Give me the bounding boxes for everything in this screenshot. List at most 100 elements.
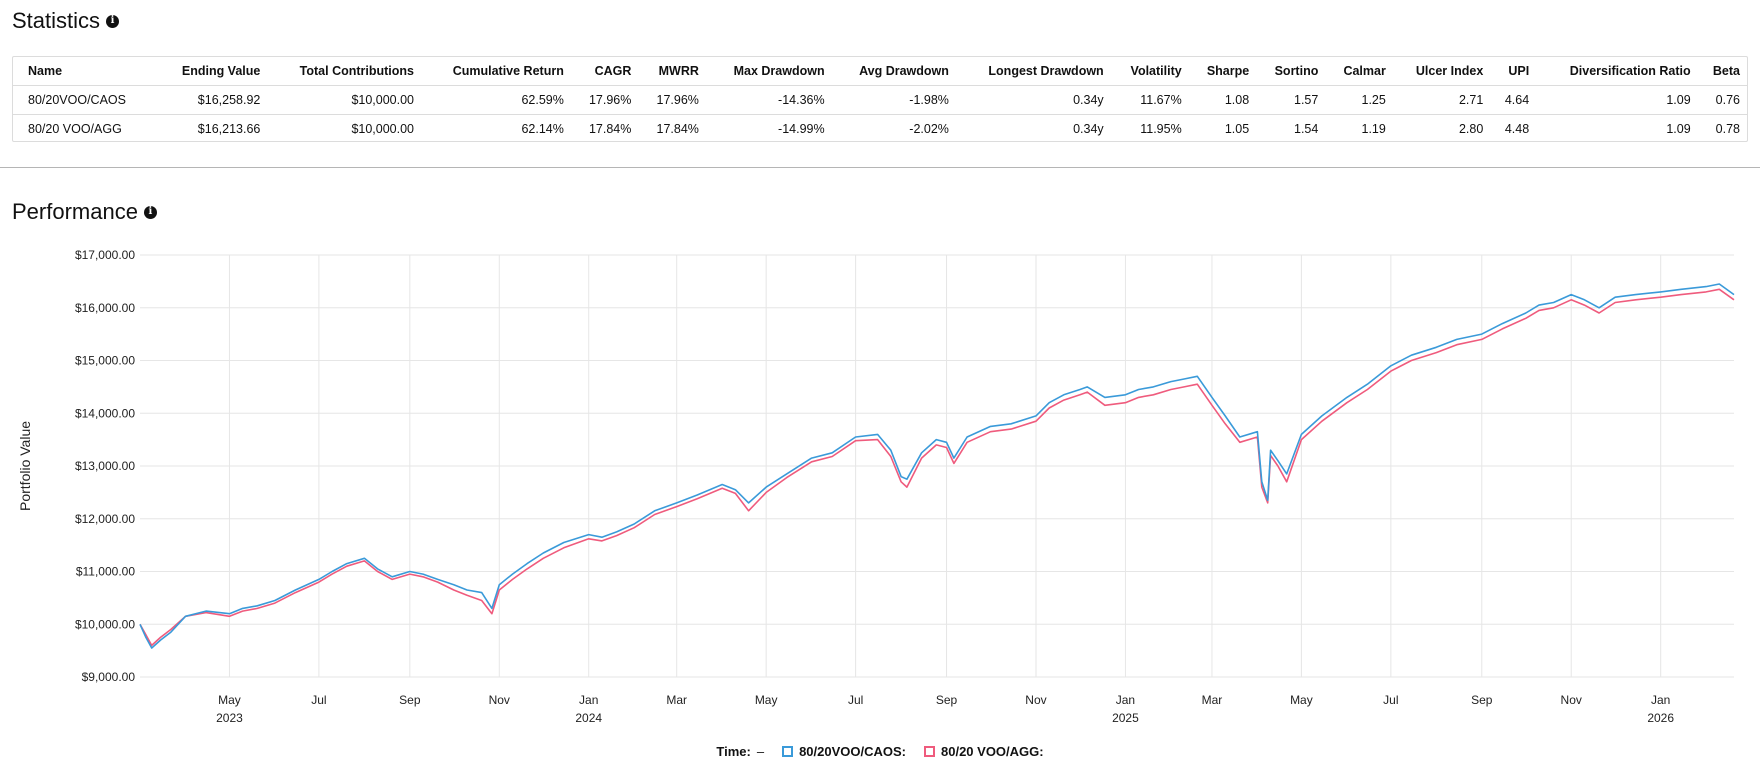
x-tick-label: May <box>1290 693 1313 707</box>
table-cell: 1.09 <box>1666 122 1691 136</box>
table-cell: 80/20 VOO/AGG <box>28 122 122 136</box>
legend-time: Time: – <box>716 744 765 759</box>
x-tick-label: Nov <box>1025 693 1046 707</box>
table-cell: 62.59% <box>421 85 571 115</box>
table-cell: 80/20VOO/CAOS <box>13 85 157 115</box>
x-tick-label: Sep <box>1471 693 1493 707</box>
statistics-table-container: Name Ending Value Total Contributions Cumul… <box>12 56 1748 142</box>
column-header[interactable]: Calmar <box>1325 57 1393 86</box>
table-cell: -14.99% <box>778 122 825 136</box>
column-header[interactable]: CAGR <box>570 57 639 86</box>
x-tick-label: Mar <box>1202 693 1223 707</box>
table-cell: 0.34y <box>955 85 1111 115</box>
x-tick-label: Jul <box>1383 693 1398 707</box>
table-cell: 1.57 <box>1256 85 1326 115</box>
table-cell: 62.14% <box>521 122 564 136</box>
table-cell: $16,213.66 <box>197 122 261 136</box>
table-cell: 17.96% <box>570 85 639 115</box>
x-tick-label: May <box>218 693 241 707</box>
column-header[interactable]: MWRR <box>638 57 706 86</box>
y-tick-label: $12,000.00 <box>75 512 135 526</box>
x-tick-label: Nov <box>489 693 510 707</box>
table-cell: $10,000.00 <box>267 85 422 115</box>
y-tick-label: $13,000.00 <box>75 459 135 473</box>
column-header[interactable]: UPI <box>1490 57 1537 86</box>
x-tick-year-label: 2024 <box>575 711 602 725</box>
x-tick-label: Mar <box>666 693 687 707</box>
column-header[interactable]: Diversification Ratio <box>1536 57 1698 86</box>
x-tick-year-label: 2026 <box>1647 711 1674 725</box>
column-header[interactable]: Name <box>13 57 157 86</box>
y-tick-label: $14,000.00 <box>75 406 135 420</box>
column-header[interactable]: Beta <box>1697 57 1747 86</box>
table-cell: 1.08 <box>1188 85 1257 115</box>
x-tick-label: Jan <box>1651 693 1670 707</box>
x-tick-label: Sep <box>936 693 958 707</box>
x-tick-year-label: 2023 <box>216 711 243 725</box>
table-cell: 17.84% <box>588 122 632 136</box>
table-cell: 1.54 <box>1294 122 1319 136</box>
table-header-row: Name Ending Value Total Contributions Cumul… <box>13 57 1747 86</box>
x-tick-label: May <box>755 693 778 707</box>
table-cell: $16,258.92 <box>156 85 268 115</box>
column-header[interactable]: Longest Drawdown <box>955 57 1111 86</box>
table-cell: 17.96% <box>638 85 706 115</box>
series-line-0 <box>139 283 1735 649</box>
x-tick-year-label: 2025 <box>1112 711 1139 725</box>
table-cell: 11.95% <box>1140 122 1182 136</box>
x-tick-label: Jul <box>848 693 863 707</box>
x-tick-label: Nov <box>1561 693 1582 707</box>
column-header[interactable]: Avg Drawdown <box>831 57 956 86</box>
table-cell: 4.64 <box>1490 85 1537 115</box>
x-tick-label: Jan <box>579 693 598 707</box>
statistics-table: Name Ending Value Total Contributions Cumul… <box>13 57 1747 143</box>
info-icon[interactable]: i <box>106 14 120 28</box>
performance-title: Performance i <box>12 199 157 225</box>
table-cell: 2.80 <box>1458 122 1484 136</box>
y-tick-label: $16,000.00 <box>75 301 135 315</box>
section-divider <box>0 167 1760 168</box>
column-header[interactable]: Total Contributions <box>267 57 422 86</box>
y-tick-label: $9,000.00 <box>82 670 136 684</box>
table-cell: -2.02% <box>909 122 949 136</box>
column-header[interactable]: Max Drawdown <box>705 57 832 86</box>
legend-swatch-icon <box>782 746 794 757</box>
column-header[interactable]: Sortino <box>1256 57 1326 86</box>
table-row: 80/20VOO/CAOS $16,258.92 $10,000.00 62.59% 1… <box>13 85 1747 115</box>
legend-swatch-icon <box>924 746 935 757</box>
table-cell: $10,000.00 <box>351 122 415 136</box>
statistics-title: Statistics i <box>12 8 120 34</box>
table-cell: 1.19 <box>1361 122 1386 136</box>
table-cell: 0.34y <box>1073 122 1104 136</box>
performance-chart[interactable]: $9,000.00 $10,000.00 $11,000.00 $12,000.00 $… <box>0 240 1760 740</box>
chart-legend: Time: – 80/20VOO/CAOS: 80/20 VOO/AGG: <box>0 744 1760 759</box>
x-tick-label: Jan <box>1116 693 1135 707</box>
y-tick-label: $10,000.00 <box>75 617 135 631</box>
x-tick-label: Jul <box>311 693 326 707</box>
column-header[interactable]: Volatility <box>1110 57 1189 86</box>
column-header[interactable]: Sharpe <box>1188 57 1257 86</box>
y-tick-label: $15,000.00 <box>75 354 135 368</box>
legend-item-agg[interactable]: 80/20 VOO/AGG: <box>924 744 1044 759</box>
series-line-1 <box>139 288 1735 647</box>
column-header[interactable]: Ulcer Index <box>1392 57 1491 86</box>
y-tick-label: $11,000.00 <box>76 565 135 579</box>
table-cell: -1.98% <box>831 85 956 115</box>
legend-label: 80/20 VOO/AGG: <box>941 744 1044 759</box>
column-header[interactable]: Ending Value <box>156 57 268 86</box>
table-cell: -14.36% <box>705 85 832 115</box>
table-row: 80/20 VOO/AGG $16,213.66 $10,000.00 62.14% 1… <box>13 115 1747 144</box>
legend-item-caos[interactable]: 80/20VOO/CAOS: <box>782 744 906 759</box>
column-header[interactable]: Cumulative Return <box>421 57 571 86</box>
table-cell: 2.71 <box>1392 85 1491 115</box>
table-cell: 1.09 <box>1536 85 1698 115</box>
table-cell: 17.84% <box>656 122 699 136</box>
x-tick-label: Sep <box>399 693 421 707</box>
y-axis-label: Portfolio Value <box>17 421 33 511</box>
table-cell: 4.48 <box>1504 122 1530 136</box>
table-cell: 1.25 <box>1325 85 1393 115</box>
info-icon[interactable]: i <box>143 205 157 219</box>
table-cell: 0.76 <box>1697 85 1747 115</box>
table-cell: 11.67% <box>1110 85 1189 115</box>
table-cell: 0.78 <box>1715 122 1740 136</box>
